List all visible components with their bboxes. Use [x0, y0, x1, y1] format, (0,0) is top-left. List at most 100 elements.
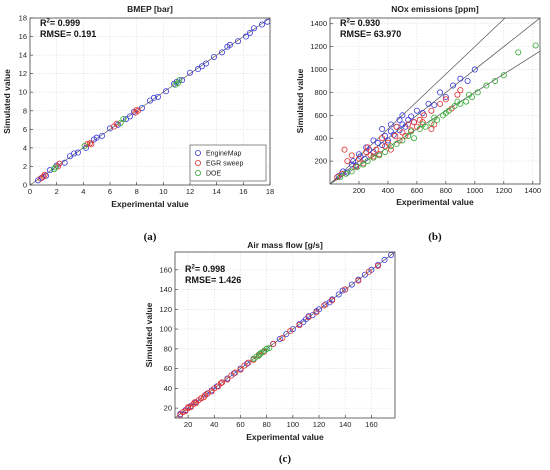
- plot-content: [175, 252, 395, 418]
- data-point: [464, 77, 471, 84]
- data-point: [263, 345, 270, 352]
- data-point: [43, 172, 50, 179]
- panel-a: 0 2 4 6 8 10 12 14 16 18 0 2 4 6 8 10 12 14 16 18 BMEP [bar]…: [2, 4, 274, 243]
- y-tick-label: 10: [19, 88, 27, 97]
- x-tick-label: 0: [28, 187, 32, 196]
- data-point: [354, 163, 361, 170]
- y-tick-label: 1200: [310, 42, 327, 51]
- data-point: [515, 49, 522, 56]
- data-point: [179, 409, 186, 416]
- data-point: [532, 42, 539, 49]
- data-point: [379, 135, 386, 142]
- y-tick-label: 120: [159, 305, 172, 314]
- data-point: [150, 94, 157, 101]
- r-squared-symbol: R: [40, 18, 47, 28]
- data-point: [437, 100, 444, 107]
- data-point: [224, 43, 231, 50]
- data-point: [387, 121, 394, 128]
- r-squared-label: R2= 0.998: [185, 264, 225, 274]
- data-point: [40, 173, 47, 180]
- series-doe: [51, 77, 183, 173]
- data-point: [257, 350, 264, 357]
- data-point: [67, 153, 74, 160]
- data-point: [425, 100, 432, 107]
- data-point: [341, 146, 348, 153]
- data-point: [71, 150, 78, 157]
- data-point: [93, 134, 100, 141]
- data-point: [413, 107, 420, 114]
- data-point: [250, 25, 257, 32]
- x-tick-label: 18: [266, 187, 274, 196]
- y-tick-label: 1000: [310, 65, 327, 74]
- data-point: [270, 340, 277, 347]
- data-point: [393, 123, 400, 130]
- plot-frame: [174, 251, 396, 419]
- x-tick-label: 100: [287, 420, 300, 429]
- y-tick-label: 80: [164, 344, 172, 353]
- data-point: [344, 169, 351, 176]
- data-point: [81, 143, 88, 150]
- y-tick-label: 600: [314, 111, 327, 120]
- r-squared-symbol: R: [185, 264, 192, 274]
- data-point: [232, 369, 239, 376]
- data-point: [191, 399, 198, 406]
- y-tick-label: 16: [19, 32, 27, 41]
- data-point: [387, 128, 394, 135]
- data-point: [52, 164, 59, 171]
- data-point: [87, 140, 94, 147]
- panel-caption: (b): [428, 231, 442, 243]
- data-point: [457, 87, 464, 94]
- data-point: [266, 344, 273, 351]
- plot-frame: [29, 17, 271, 186]
- data-point: [218, 49, 225, 56]
- data-point: [41, 171, 48, 178]
- series-doe: [250, 344, 273, 362]
- x-tick-label: 400: [382, 186, 395, 195]
- y-tick-label: 6: [23, 125, 27, 134]
- plot-frame: [329, 17, 541, 185]
- data-point: [399, 137, 406, 144]
- data-point: [370, 137, 377, 144]
- x-tick-label: 12: [186, 187, 194, 196]
- r-squared-label: R2= 0.999: [40, 18, 80, 28]
- data-point: [410, 119, 417, 126]
- data-point: [373, 146, 380, 153]
- rmse-label: RMSE= 63.970: [340, 29, 401, 39]
- data-point: [408, 128, 415, 135]
- chart-title: Air mass flow [g/s]: [247, 240, 323, 250]
- data-point: [338, 170, 345, 177]
- data-point: [198, 63, 205, 70]
- data-point: [421, 112, 428, 119]
- data-point: [342, 170, 349, 177]
- data-point: [419, 121, 426, 128]
- series-egr-sweep: [37, 106, 141, 182]
- data-point: [228, 372, 235, 379]
- x-tick-label: 6: [108, 187, 112, 196]
- data-point: [396, 116, 403, 123]
- data-point: [83, 144, 90, 151]
- x-tick-label: 14: [212, 187, 220, 196]
- y-tick-label: 100: [159, 325, 172, 334]
- x-tick-label: 60: [236, 420, 244, 429]
- series-doe: [337, 42, 539, 181]
- data-point: [355, 155, 362, 162]
- data-point: [363, 148, 370, 155]
- y-tick-label: 60: [164, 364, 172, 373]
- data-point: [365, 268, 372, 275]
- y-tick-label: 400: [314, 134, 327, 143]
- x-axis-label: Experimental value: [111, 199, 189, 209]
- x-tick-label: 10: [159, 187, 167, 196]
- data-point: [88, 141, 95, 148]
- legend-marker: [194, 159, 201, 166]
- x-tick-label: 40: [210, 420, 218, 429]
- data-point: [154, 93, 161, 100]
- data-point: [428, 120, 435, 127]
- legend-marker: [194, 149, 201, 156]
- data-point: [237, 366, 244, 373]
- x-tick-label: 8: [135, 187, 139, 196]
- x-tick-label: 120: [313, 420, 326, 429]
- x-tick-label: 4: [81, 187, 85, 196]
- data-point: [242, 33, 249, 40]
- data-point: [450, 82, 457, 89]
